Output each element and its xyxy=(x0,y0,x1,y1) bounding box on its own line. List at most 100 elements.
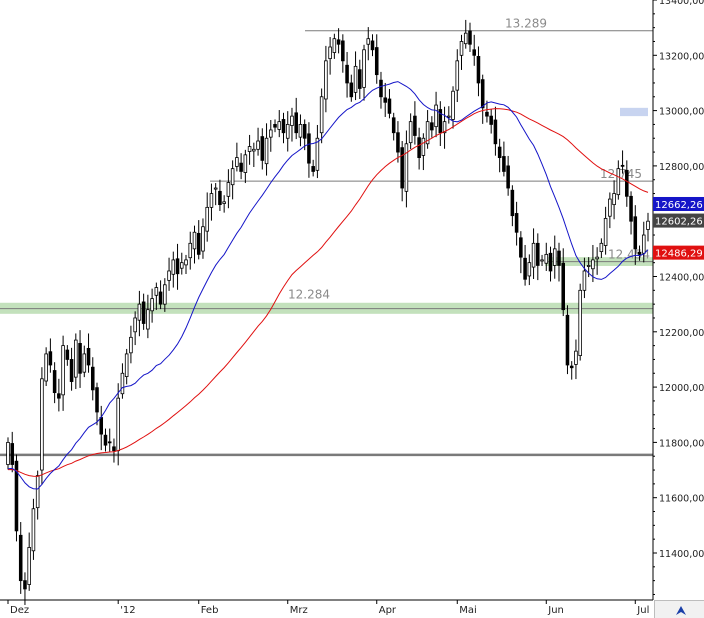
candle xyxy=(252,142,256,168)
candle-body xyxy=(264,137,269,165)
x-tick-label: Feb xyxy=(201,605,219,616)
candle-body xyxy=(120,372,125,395)
candle xyxy=(463,19,468,49)
x-tick-label: Jun xyxy=(547,605,564,616)
candle-body xyxy=(18,534,23,582)
candle xyxy=(14,454,19,542)
candle xyxy=(27,532,31,591)
candle xyxy=(527,254,532,286)
candle xyxy=(57,378,61,412)
candle xyxy=(319,88,324,144)
candle xyxy=(591,244,595,283)
candle xyxy=(519,231,523,274)
candle xyxy=(69,347,74,391)
candle-body xyxy=(290,115,294,126)
candle xyxy=(239,153,243,180)
candle-body xyxy=(641,234,646,254)
candle-body xyxy=(201,226,205,252)
candle xyxy=(141,293,146,330)
candle-body xyxy=(404,143,409,192)
candle-body xyxy=(569,365,574,369)
marker-box xyxy=(620,107,648,117)
candle-body xyxy=(315,137,320,171)
candle-body xyxy=(230,168,235,186)
candle-body xyxy=(358,69,362,89)
sma-short-line xyxy=(7,81,649,490)
candle xyxy=(451,86,455,129)
candle-body xyxy=(69,359,74,382)
candle xyxy=(366,27,371,61)
candle-body xyxy=(544,253,549,264)
candle-body xyxy=(48,351,53,366)
candle-body xyxy=(438,109,443,134)
x-tick-label: Jul xyxy=(636,605,649,616)
candle-body xyxy=(493,119,498,145)
candle xyxy=(569,361,574,380)
candle-body xyxy=(565,314,570,366)
candle xyxy=(578,283,582,361)
candle xyxy=(493,106,498,156)
candle xyxy=(116,383,120,466)
candle xyxy=(188,231,193,270)
candle-body xyxy=(430,122,434,131)
candle-body xyxy=(353,65,358,93)
candle-body xyxy=(345,64,349,84)
candles xyxy=(6,19,650,605)
candle-body xyxy=(366,38,371,45)
candle xyxy=(150,288,154,323)
candle xyxy=(497,138,502,173)
candle xyxy=(247,134,252,165)
candle-body xyxy=(480,79,485,109)
candle-body xyxy=(235,157,239,167)
candle xyxy=(531,228,536,279)
candle-body xyxy=(514,213,519,233)
candle xyxy=(137,290,142,337)
candle-body xyxy=(23,580,27,590)
candle-body xyxy=(205,206,209,232)
candle xyxy=(260,128,265,170)
candle-body xyxy=(531,242,536,268)
candle xyxy=(616,160,621,200)
candle-body xyxy=(451,90,455,120)
candle xyxy=(146,294,150,339)
candle xyxy=(434,91,438,138)
y-tick-label: 12000,00 xyxy=(659,383,704,394)
candle-body xyxy=(57,393,61,399)
candle-body xyxy=(285,124,290,139)
candle xyxy=(459,34,464,70)
candle xyxy=(370,34,375,57)
candle xyxy=(167,257,171,291)
moving-averages xyxy=(7,81,649,490)
candle xyxy=(175,243,180,290)
candle xyxy=(349,74,354,102)
candle xyxy=(302,119,307,151)
y-tick-label: 12200,00 xyxy=(659,328,704,339)
chart-tool-button[interactable] xyxy=(654,600,704,618)
candle-body xyxy=(396,132,400,153)
candle-body xyxy=(260,136,265,161)
candle-body xyxy=(158,291,163,305)
candle xyxy=(269,120,273,152)
candle xyxy=(328,37,332,75)
candle xyxy=(103,428,108,452)
candle-body xyxy=(311,166,315,172)
candle-body xyxy=(213,187,218,190)
candle-body xyxy=(44,353,48,382)
candle-body xyxy=(179,262,184,269)
candle xyxy=(129,325,133,364)
candle xyxy=(184,254,188,275)
candle-body xyxy=(112,446,116,452)
candle-body xyxy=(222,201,226,204)
candle xyxy=(374,34,379,84)
y-tick-label: 12800,00 xyxy=(659,162,704,173)
candle xyxy=(218,179,222,211)
candle xyxy=(52,362,57,404)
candle-body xyxy=(540,259,544,262)
support-bands xyxy=(0,107,653,314)
candle xyxy=(599,238,604,258)
candle-body xyxy=(417,137,421,159)
candle xyxy=(442,106,447,149)
candle xyxy=(620,150,625,174)
candle xyxy=(510,185,515,227)
